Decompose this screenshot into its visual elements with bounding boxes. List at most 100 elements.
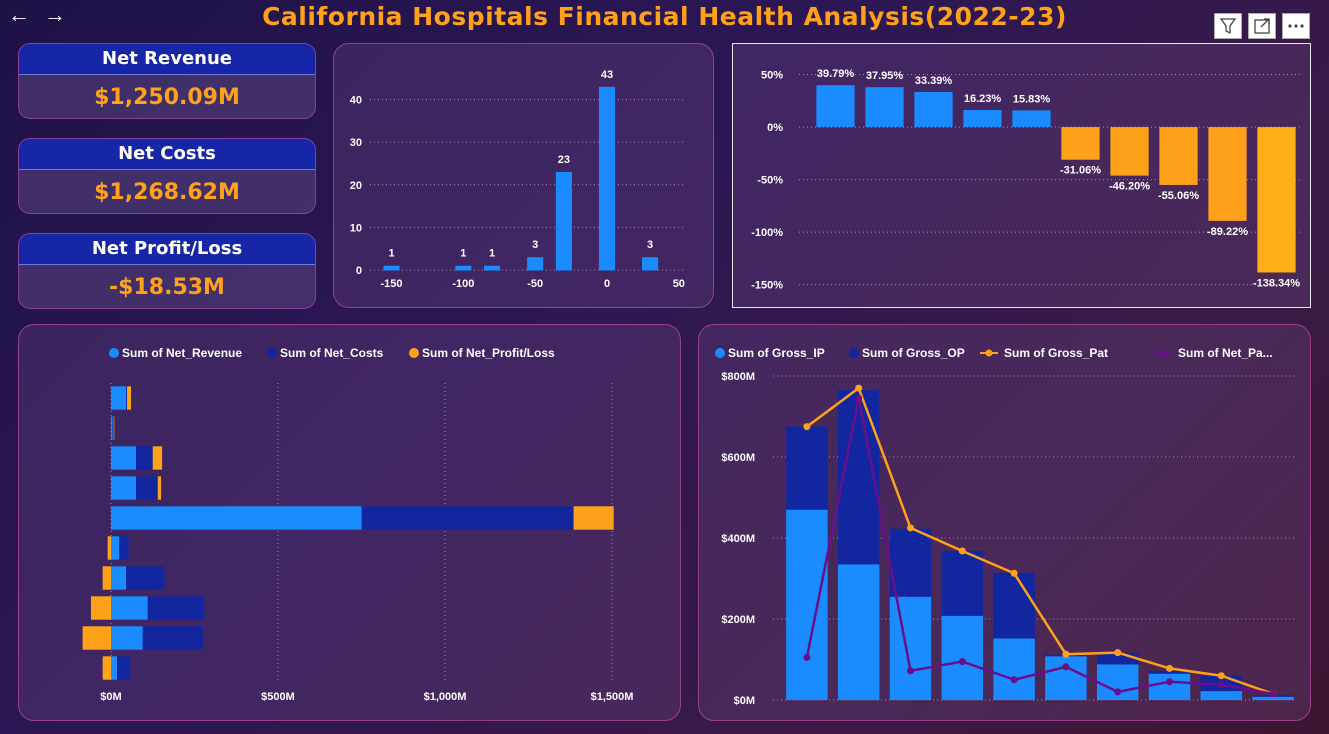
line-point (1166, 664, 1173, 672)
margin-bar (1257, 127, 1296, 273)
histogram-panel[interactable]: 0 10 20 30 40 -150 -100 -50 0 50 1 1 1 3 23 43 3 (333, 43, 714, 308)
legend-marker (109, 348, 119, 358)
costs-bar (147, 596, 205, 620)
x-tick-label: 50 (673, 278, 685, 290)
revenue-bar (111, 416, 113, 440)
line-point (958, 658, 966, 666)
y-tick-label: 0 (356, 265, 362, 277)
gross-ip-bar (889, 596, 932, 700)
legend-marker (849, 348, 859, 358)
gross-op-bar (1096, 653, 1139, 665)
histogram-bar (642, 257, 659, 271)
line-point (1010, 676, 1018, 684)
gross-op-bar (786, 426, 828, 510)
line-point (855, 384, 863, 392)
y-tick-label: 10 (350, 222, 362, 234)
more-options-button[interactable] (1282, 13, 1310, 39)
x-tick-label: 0 (604, 278, 610, 290)
data-label: 1 (489, 248, 495, 260)
revenue-bar (111, 506, 362, 530)
data-label: 3 (647, 239, 653, 251)
combo-chart: Sum of Gross_IP Sum of Gross_OP Sum of Gro… (715, 346, 1297, 707)
legend-label: Sum of Net_Profit/Loss (422, 346, 555, 360)
x-tick-label: -50 (527, 278, 543, 290)
line-point (1166, 678, 1173, 686)
data-label: 39.79% (817, 68, 855, 80)
histogram-chart: 0 10 20 30 40 -150 -100 -50 0 50 1 1 1 3 23 43 3 (350, 69, 686, 290)
revenue-bar (111, 566, 127, 590)
forward-arrow-icon[interactable]: → (44, 2, 66, 27)
profit-loss-bar (102, 566, 111, 590)
x-tick-label: $0M (100, 691, 121, 703)
x-tick-label: $1,500M (591, 691, 634, 703)
data-label: -31.06% (1060, 165, 1101, 177)
gross-op-bar (889, 528, 932, 597)
expand-icon (1254, 18, 1270, 34)
y-tick-label: -150% (751, 280, 783, 292)
histogram-bar (484, 265, 501, 271)
line-point (1217, 681, 1225, 689)
data-label: 16.23% (964, 93, 1002, 105)
costs-bar (361, 506, 574, 530)
y-tick-label: $600M (721, 452, 755, 464)
legend-label: Sum of Net_Revenue (122, 346, 242, 360)
line-series (805, 398, 1274, 696)
kpi-label: Net Revenue (19, 44, 315, 75)
data-label: -55.06% (1158, 190, 1199, 202)
histogram-bar (598, 86, 616, 271)
data-label: 1 (460, 248, 466, 260)
x-tick-label: -100 (452, 278, 474, 290)
profit-loss-bar (157, 476, 162, 500)
line-point (958, 547, 966, 555)
margin-panel[interactable]: 50% 0% -50% -100% -150% 39.79% 37.95% 33.39% 16.… (732, 43, 1311, 308)
profit-loss-bar (107, 536, 111, 560)
line-point (1010, 569, 1018, 577)
legend-marker (715, 348, 725, 358)
y-tick-label: $400M (721, 533, 755, 545)
gross-ip-bar (941, 615, 984, 700)
histogram-bar (555, 172, 572, 271)
line-series (806, 386, 1274, 696)
gross-ip-bar (1148, 673, 1191, 700)
costs-bar (126, 566, 165, 590)
line-point (1062, 650, 1070, 658)
data-label: 23 (558, 154, 570, 166)
data-label: -46.20% (1109, 181, 1150, 193)
y-tick-label: 0% (767, 122, 783, 134)
kpi-label: Net Profit/Loss (19, 234, 315, 265)
y-tick-label: 20 (350, 180, 362, 192)
costs-bar (112, 416, 114, 440)
line-point (907, 524, 914, 532)
data-label: 15.83% (1013, 93, 1051, 105)
data-label: 3 (532, 239, 538, 251)
focus-mode-button[interactable] (1248, 13, 1276, 39)
y-tick-label: $0M (734, 695, 755, 707)
margin-bar (1110, 127, 1149, 176)
y-tick-label: -100% (751, 227, 783, 239)
stacked-bar-chart: Sum of Net_Revenue Sum of Net_Costs Sum of… (82, 346, 634, 703)
costs-bar (136, 446, 153, 470)
y-tick-label: $800M (721, 371, 755, 383)
filter-button[interactable] (1214, 13, 1242, 39)
line-point (1114, 649, 1122, 657)
costs-bar (126, 386, 128, 410)
profit-loss-bar (82, 626, 111, 650)
combo-panel[interactable]: Sum of Gross_IP Sum of Gross_OP Sum of Gro… (698, 324, 1311, 721)
legend-marker (1159, 349, 1167, 357)
line-point (855, 394, 863, 402)
filter-icon (1219, 18, 1237, 35)
costs-bar (119, 536, 129, 560)
data-label: 1 (388, 248, 394, 260)
legend-marker (267, 348, 277, 358)
revenue-bar (111, 626, 143, 650)
back-arrow-icon[interactable]: ← (8, 2, 30, 27)
stacked-bar-panel[interactable]: Sum of Net_Revenue Sum of Net_Costs Sum of… (18, 324, 681, 721)
kpi-value: $1,250.09M (94, 85, 240, 110)
legend-marker (985, 349, 993, 357)
data-label: -89.22% (1207, 226, 1248, 238)
kpi-card-net-revenue: Net Revenue $1,250.09M (18, 43, 316, 119)
gross-op-bar (993, 572, 1035, 639)
legend-label: Sum of Gross_IP (728, 346, 825, 360)
margin-bar (914, 91, 953, 128)
legend-label: Sum of Gross_Pat (1004, 346, 1108, 360)
